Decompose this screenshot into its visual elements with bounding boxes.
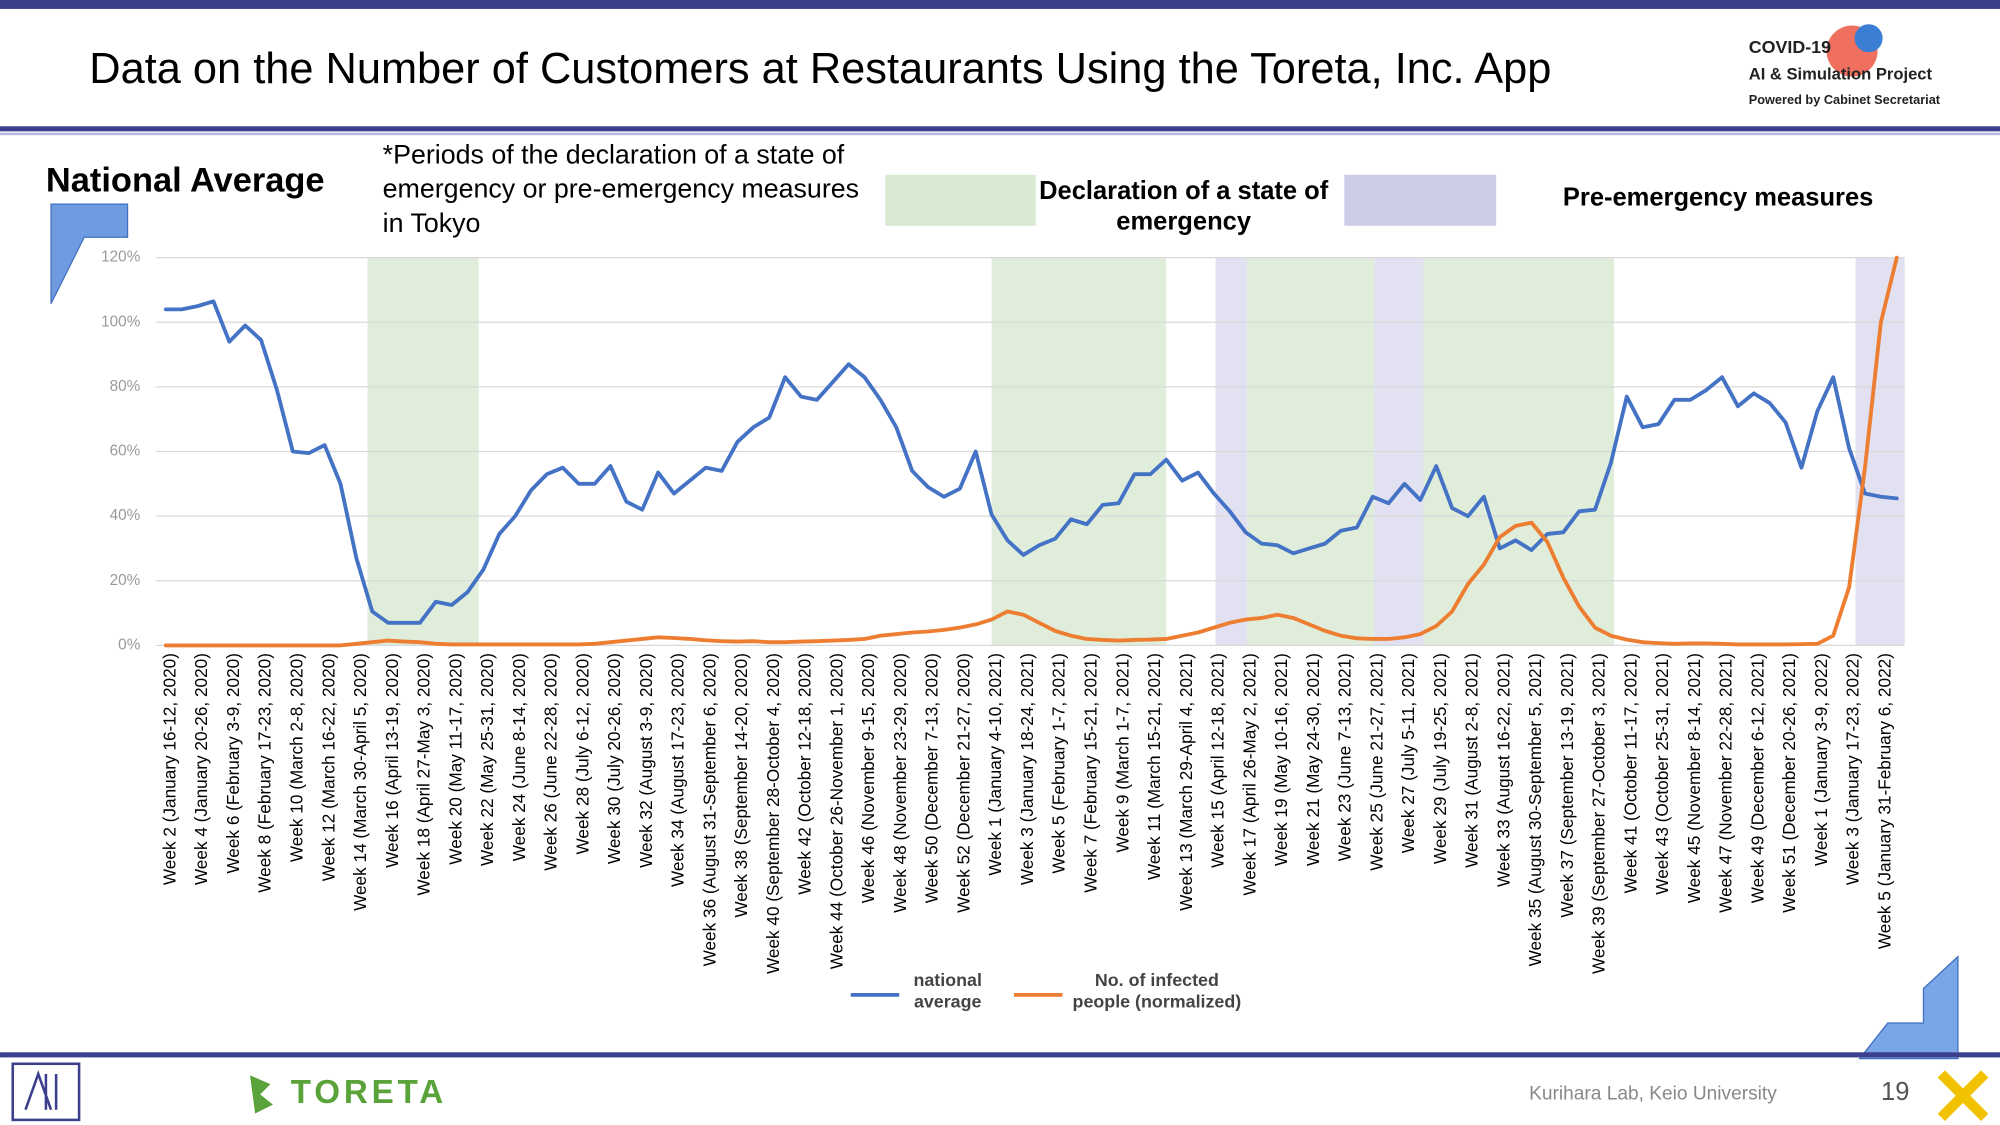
x-tick-label: Week 24 (June 8-14, 2020)	[509, 653, 529, 861]
x-tick-label: Week 45 (November 8-14, 2021)	[1684, 653, 1704, 903]
x-tick-label: Week 2 (January 16-12, 2020)	[159, 653, 179, 885]
x-tick-label: Week 26 (June 22-28, 2020)	[541, 653, 561, 871]
credit: Kurihara Lab, Keio University	[1529, 1083, 1777, 1104]
y-tick-label: 80%	[110, 378, 141, 395]
y-tick-label: 20%	[110, 572, 141, 589]
page-number: 19	[1881, 1078, 1909, 1106]
x-tick-label: Week 41 (October 11-17, 2021)	[1620, 653, 1640, 893]
x-tick-label: Week 29 (July 19-25, 2021)	[1430, 653, 1450, 864]
x-tick-label: Week 30 (July 20-26, 2020)	[604, 653, 624, 864]
plot: 0% 20% 40% 60% 80% 100% 120% Week 2 (January 16…	[101, 249, 1905, 974]
x-tick-label: Week 7 (February 15-21, 2021)	[1081, 653, 1101, 893]
x-tick-label: Week 22 (May 25-31, 2020)	[477, 653, 497, 866]
x-tick-label: Week 20 (May 11-17, 2020)	[445, 653, 465, 865]
decor-shape	[1858, 955, 1959, 1060]
x-tick-label: Week 9 (March 1-7, 2021)	[1112, 653, 1132, 853]
x-tick-label: Week 44 (October 26-November 1, 2020)	[826, 653, 846, 969]
slide-title: Data on the Number of Customers at Resta…	[89, 45, 1551, 93]
x-tick-label: Week 23 (June 7-13, 2021)	[1335, 653, 1355, 861]
x-tick-label: Week 4 (January 20-26, 2020)	[191, 653, 211, 885]
x-tick-label: Week 19 (May 10-16, 2021)	[1271, 653, 1291, 866]
decor-shape	[50, 203, 129, 304]
x-tick-label: Week 38 (September 14-20, 2020)	[731, 653, 751, 918]
x-tick-label: Week 36 (August 31-September 6, 2020)	[699, 653, 719, 966]
corner-icon	[1937, 1070, 1989, 1121]
lab-icon-glyph	[24, 1070, 58, 1111]
x-tick-label: Week 25 (June 21-27, 2021)	[1366, 653, 1386, 871]
logo-subtitle: AI & Simulation Project	[1749, 65, 1933, 84]
x-tick-label: Week 42 (October 12-18, 2020)	[795, 653, 815, 895]
x-tick-label: Week 12 (March 16-22, 2020)	[318, 653, 338, 881]
y-tick-label: 0%	[118, 636, 141, 653]
x-tick-label: Week 33 (August 16-22, 2021)	[1493, 653, 1513, 887]
legend-swatch-emergency	[885, 174, 1036, 226]
x-tick-label: Week 16 (April 13-19, 2020)	[382, 653, 402, 868]
x-tick-label: Week 10 (March 2-8, 2020)	[287, 653, 307, 862]
series-line	[163, 255, 1899, 648]
legend-entry: No. of infected people (normalized)	[1072, 969, 1242, 1012]
note: *Periods of the declaration of a state o…	[382, 140, 860, 239]
x-tick-label: Week 52 (December 21-27, 2020)	[953, 653, 973, 913]
x-tick-label: Week 47 (November 22-28, 2021)	[1716, 653, 1736, 913]
x-tick-label: Week 1 (January 4-10, 2021)	[985, 653, 1005, 876]
legend-swatch-pre	[1344, 174, 1497, 226]
y-tick-label: 120%	[101, 249, 141, 266]
x-tick-label: Week 6 (February 3-9, 2020)	[223, 653, 243, 874]
logo-circle	[1854, 24, 1883, 53]
logo-title: COVID-19	[1749, 37, 1831, 57]
x-tick-label: Week 49 (December 6-12, 2021)	[1747, 653, 1767, 903]
x-tick-label: Week 14 (March 30-April 5, 2020)	[350, 653, 370, 911]
y-tick-label: 60%	[110, 443, 141, 460]
x-tick-label: Week 37 (September 13-19, 2021)	[1557, 653, 1577, 918]
x-tick-label: Week 3 (January 18-24, 2021)	[1017, 653, 1037, 885]
x-tick-label: Week 43 (October 25-31, 2021)	[1652, 653, 1672, 895]
x-tick-label: Week 27 (July 5-11, 2021)	[1398, 653, 1418, 853]
top-bar	[0, 0, 2000, 9]
x-tick-label: Week 48 (November 23-29, 2020)	[890, 653, 910, 913]
x-tick-label: Week 46 (November 9-15, 2020)	[858, 653, 878, 903]
x-tick-label: Week 28 (July 6-12, 2020)	[572, 653, 592, 854]
x-tick-label: Week 21 (May 24-30, 2021)	[1303, 653, 1323, 866]
x-tick-label: Week 15 (April 12-18, 2021)	[1208, 653, 1228, 868]
note-box: *Periods of the declaration of a state o…	[382, 140, 860, 239]
x-tick-label: Week 11 (March 15-21, 2021)	[1144, 653, 1164, 880]
section-title: National Average	[46, 161, 325, 199]
legend-emergency: Declaration of a state of emergency	[1039, 177, 1329, 236]
x-tick-label: Week 8 (February 17-23, 2020)	[255, 653, 275, 893]
legend-entry: national average	[913, 969, 982, 1012]
legend-emergency-box: Declaration of a state of emergency	[1039, 177, 1329, 236]
footer-rule	[0, 1052, 2000, 1058]
legend-entry-box: No. of infected people (normalized)	[1072, 969, 1242, 1012]
x-tick-label: Week 1 (January 3-9, 2022)	[1811, 653, 1831, 866]
x-tick-label: Week 5 (January 31-February 6, 2022)	[1875, 653, 1895, 949]
series-line	[163, 299, 1899, 625]
x-tick-label: Week 5 (February 1-7, 2021)	[1049, 653, 1069, 874]
lab-icon	[11, 1062, 81, 1122]
x-tick-label: Week 18 (April 27-May 3, 2020)	[414, 653, 434, 896]
x-tick-label: Week 35 (August 30-September 5, 2021)	[1525, 653, 1545, 966]
logo-powered: Powered by Cabinet Secretariat	[1749, 92, 1941, 107]
y-tick-label: 40%	[110, 507, 141, 524]
header-rule	[0, 126, 2000, 132]
y-tick-label: 100%	[101, 313, 141, 330]
x-tick-label: Week 40 (September 28-October 4, 2020)	[763, 653, 783, 974]
x-tick-label: Week 13 (March 29-April 4, 2021)	[1176, 653, 1196, 911]
x-tick-label: Week 3 (January 17-23, 2022)	[1843, 653, 1863, 885]
legend-pre: Pre-emergency measures	[1563, 184, 1873, 212]
x-tick-label: Week 31 (August 2-8, 2021)	[1462, 653, 1482, 868]
brand: TORETA	[291, 1074, 447, 1111]
x-tick-label: Week 34 (August 17-23, 2020)	[668, 653, 688, 887]
x-tick-label: Week 51 (December 20-26, 2021)	[1779, 653, 1799, 913]
x-tick-label: Week 32 (August 3-9, 2020)	[636, 653, 656, 868]
x-tick-label: Week 17 (April 26-May 2, 2021)	[1239, 653, 1259, 896]
brand-icon	[250, 1075, 273, 1114]
x-tick-label: Week 39 (September 27-October 3, 2021)	[1589, 653, 1609, 974]
header-rule-light	[0, 132, 2000, 136]
x-tick-label: Week 50 (December 7-13, 2020)	[922, 653, 942, 903]
legend-entry-box: national average	[913, 969, 982, 1012]
